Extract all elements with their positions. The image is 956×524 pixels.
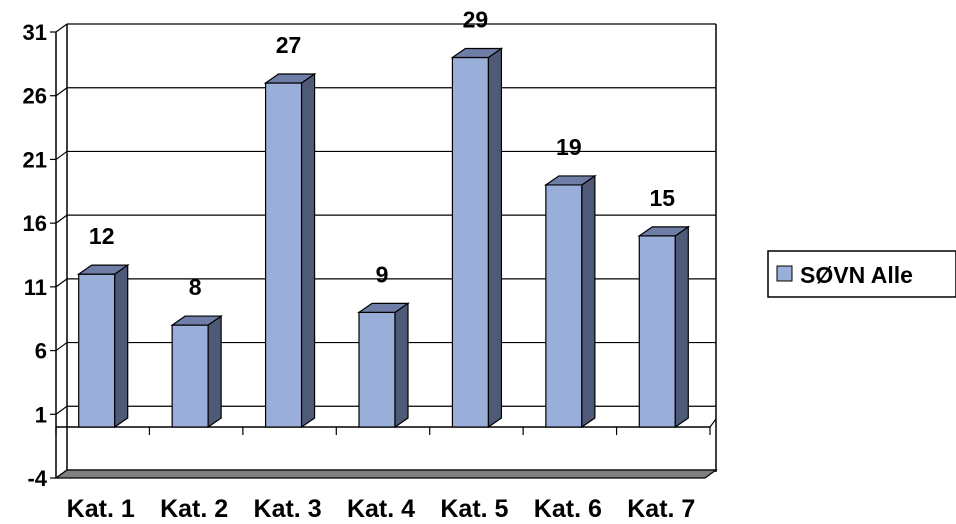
legend-label: SØVN Alle (800, 262, 913, 288)
value-tick-label: 16 (23, 211, 47, 236)
bar-front (358, 311, 396, 428)
bar-top (76, 264, 130, 275)
data-label: 29 (463, 6, 489, 32)
bar-front (638, 235, 676, 428)
legend-box (767, 250, 956, 298)
gridline-side (55, 23, 68, 33)
bar (637, 225, 691, 429)
gridline-side (55, 342, 68, 352)
value-tick-label: 6 (35, 339, 47, 364)
bar-front (451, 56, 490, 428)
bar-top (263, 73, 317, 84)
bar-top (543, 175, 597, 186)
data-label: 27 (276, 32, 302, 58)
category-label: Kat. 7 (627, 495, 695, 523)
bar-top (357, 302, 410, 313)
bar-side (300, 72, 316, 429)
bar-front (545, 184, 583, 428)
gridline-side (55, 405, 68, 415)
bar-top (637, 226, 691, 237)
value-tick-label: 1 (35, 402, 47, 427)
legend-swatch (776, 265, 793, 282)
data-label: 15 (649, 185, 675, 211)
bar-front (78, 273, 116, 428)
data-label: 19 (556, 134, 582, 160)
value-tick-label: -4 (27, 466, 47, 491)
category-label: Kat. 3 (254, 495, 322, 523)
chart-floor (54, 469, 718, 479)
category-axis-depth (709, 418, 717, 428)
bar-front (171, 324, 209, 428)
category-label: Kat. 1 (67, 495, 135, 523)
bar-top (450, 47, 504, 59)
bar (263, 72, 317, 429)
value-tick-label: 31 (23, 20, 47, 45)
category-label: Kat. 4 (347, 495, 415, 523)
bar (76, 263, 130, 429)
gridline-side (55, 150, 68, 160)
bar (357, 302, 410, 429)
bar-side (674, 225, 689, 429)
bar-side (581, 174, 596, 429)
category-label: Kat. 6 (534, 495, 602, 523)
value-tick-label: 11 (24, 275, 47, 300)
bar-side (114, 263, 129, 429)
data-labels: 12 8 27 9 29 19 15 (89, 6, 675, 300)
category-label: Kat. 2 (160, 495, 228, 523)
bars (76, 47, 691, 429)
bar (170, 314, 224, 429)
data-label: 12 (89, 223, 115, 249)
gridline-side (55, 87, 68, 97)
category-label: Kat. 5 (440, 495, 508, 523)
bar-side (487, 47, 503, 429)
bar-top (170, 315, 224, 326)
bar (450, 47, 504, 429)
gridline-side (55, 278, 68, 288)
data-label: 9 (376, 261, 389, 287)
data-label: 8 (189, 274, 202, 300)
bar-side (394, 302, 409, 429)
legend: SØVN Alle (767, 250, 956, 298)
gridline-side (55, 214, 68, 224)
value-tick-label: 21 (23, 147, 47, 172)
bar-front (264, 82, 303, 428)
value-tick-label: 26 (23, 84, 47, 109)
bar-side (207, 314, 222, 429)
bar (543, 174, 597, 429)
